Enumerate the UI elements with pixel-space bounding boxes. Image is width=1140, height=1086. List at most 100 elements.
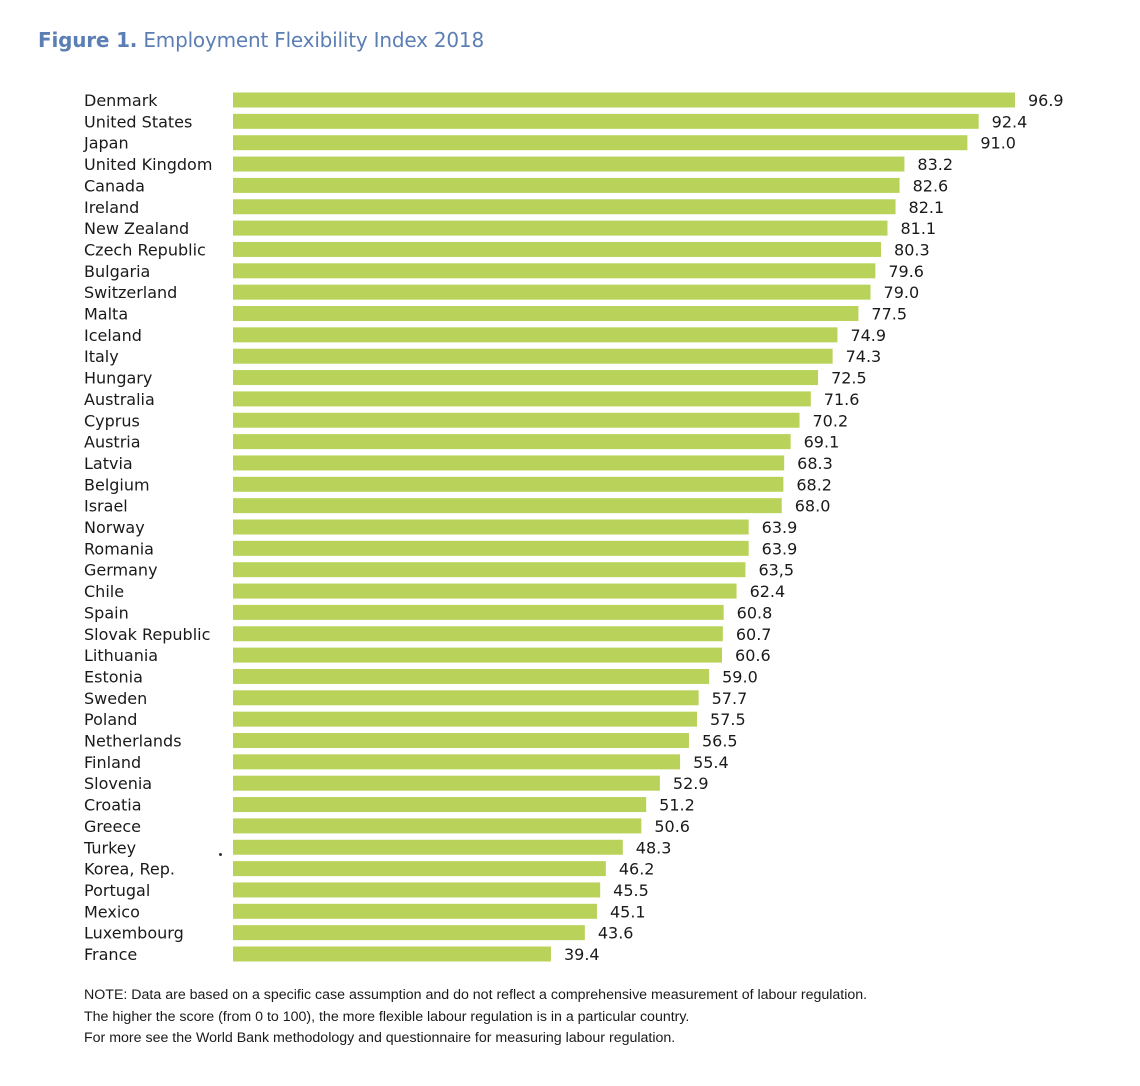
bar — [233, 113, 979, 129]
value-label: 55.4 — [693, 753, 729, 772]
bar — [233, 220, 888, 236]
note-line: NOTE: Data are based on a specific case … — [84, 987, 868, 1003]
value-label: 48.3 — [636, 838, 672, 857]
value-label: 68.3 — [797, 454, 833, 473]
value-label: 77.5 — [871, 305, 907, 324]
bar — [233, 540, 749, 556]
bar — [233, 434, 791, 450]
bar — [233, 882, 601, 898]
figure-title: Figure 1. Employment Flexibility Index 2… — [38, 28, 484, 52]
category-label: New Zealand — [84, 219, 189, 238]
value-label: 69.1 — [804, 433, 840, 452]
value-label: 57.5 — [710, 710, 746, 729]
category-label: Lithuania — [84, 646, 158, 665]
category-label: Japan — [83, 134, 129, 153]
category-label: Romania — [84, 539, 154, 558]
bar — [233, 925, 585, 941]
category-label: Slovenia — [84, 774, 152, 793]
category-label: Iceland — [84, 326, 142, 345]
category-label: Turkey — [83, 838, 136, 857]
value-label: 82.6 — [913, 176, 949, 195]
value-label: 71.6 — [824, 390, 860, 409]
value-label: 92.4 — [992, 112, 1028, 131]
category-label: Hungary — [84, 369, 152, 388]
bar — [233, 348, 833, 364]
category-label: Norway — [84, 518, 145, 537]
value-label: 57.7 — [712, 689, 748, 708]
category-label: Malta — [84, 305, 128, 324]
bar — [233, 946, 551, 962]
value-label: 39.4 — [564, 945, 600, 964]
value-label: 60.7 — [736, 625, 772, 644]
value-label: 62.4 — [750, 582, 786, 601]
category-label: Czech Republic — [84, 240, 206, 259]
value-label: 45.5 — [613, 881, 649, 900]
bar — [233, 391, 811, 407]
category-label: Austria — [84, 433, 141, 452]
value-label: 63,5 — [758, 561, 794, 580]
value-label: 96.9 — [1028, 91, 1064, 110]
bar — [233, 135, 968, 151]
bar — [233, 562, 746, 578]
category-label: Netherlands — [84, 732, 182, 751]
stray-dot-artifact — [219, 853, 222, 856]
value-label: 68.2 — [796, 475, 832, 494]
bar — [233, 327, 838, 343]
category-label: Ireland — [84, 198, 139, 217]
value-label: 81.1 — [900, 219, 936, 238]
category-label: Portugal — [84, 881, 150, 900]
value-label: 60.6 — [735, 646, 771, 665]
value-label: 63.9 — [762, 518, 798, 537]
bar — [233, 775, 660, 791]
value-label: 72.5 — [831, 369, 867, 388]
value-label: 52.9 — [673, 774, 709, 793]
category-label: United States — [84, 112, 192, 131]
category-label: France — [84, 945, 137, 964]
value-label: 80.3 — [894, 240, 930, 259]
bar — [233, 476, 784, 492]
bar — [233, 306, 859, 321]
value-label: 60.8 — [737, 603, 773, 622]
bar — [233, 370, 819, 386]
value-label: 46.2 — [619, 860, 655, 879]
bar — [233, 177, 900, 193]
bar — [233, 455, 785, 471]
bar — [233, 156, 905, 172]
value-label: 56.5 — [702, 732, 738, 751]
value-label: 79.0 — [884, 283, 920, 302]
category-label: Cyprus — [84, 411, 140, 430]
value-label: 45.1 — [610, 902, 646, 921]
note-line: The higher the score (from 0 to 100), th… — [84, 1008, 690, 1025]
bar — [233, 711, 698, 727]
value-label: 43.6 — [598, 924, 634, 943]
category-label: Israel — [84, 497, 128, 516]
bar — [233, 519, 749, 535]
bar — [233, 861, 606, 877]
bar-chart: Denmark 96.9 United States 92.4 Japan 91.0 Uni… — [83, 91, 1064, 964]
bar — [233, 199, 896, 215]
value-label: 74.9 — [850, 326, 886, 345]
chart-note: NOTE: Data are based on a specific case … — [84, 985, 867, 1050]
category-label: Germany — [84, 561, 158, 580]
value-label: 82.1 — [909, 198, 945, 217]
bar — [233, 263, 876, 279]
value-label: 68.0 — [795, 497, 831, 516]
category-label: Estonia — [84, 667, 143, 686]
category-label: Chile — [84, 582, 124, 601]
bar — [233, 583, 737, 599]
value-label: 70.2 — [813, 411, 849, 430]
figure-number: Figure 1. — [38, 28, 138, 52]
value-label: 50.6 — [654, 817, 690, 836]
bar — [233, 498, 782, 514]
category-label: Italy — [84, 347, 119, 366]
category-label: Belgium — [84, 475, 150, 494]
bar — [233, 412, 800, 428]
bar — [233, 818, 642, 834]
category-label: Mexico — [84, 902, 140, 921]
category-label: Australia — [84, 390, 155, 409]
category-label: Spain — [84, 603, 129, 622]
value-label: 63.9 — [762, 539, 798, 558]
value-label: 91.0 — [980, 134, 1016, 153]
category-label: United Kingdom — [84, 155, 212, 174]
category-label: Bulgaria — [84, 262, 150, 281]
